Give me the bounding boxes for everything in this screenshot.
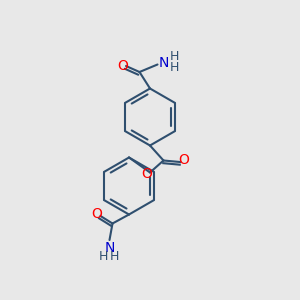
Text: N: N	[159, 56, 169, 70]
Text: O: O	[92, 207, 102, 220]
Text: H: H	[110, 250, 120, 262]
Text: O: O	[142, 167, 152, 181]
Text: O: O	[178, 153, 189, 166]
Text: H: H	[99, 250, 108, 262]
Text: N: N	[104, 242, 115, 256]
Text: H: H	[170, 50, 179, 64]
Text: H: H	[170, 61, 179, 74]
Text: O: O	[118, 59, 128, 73]
